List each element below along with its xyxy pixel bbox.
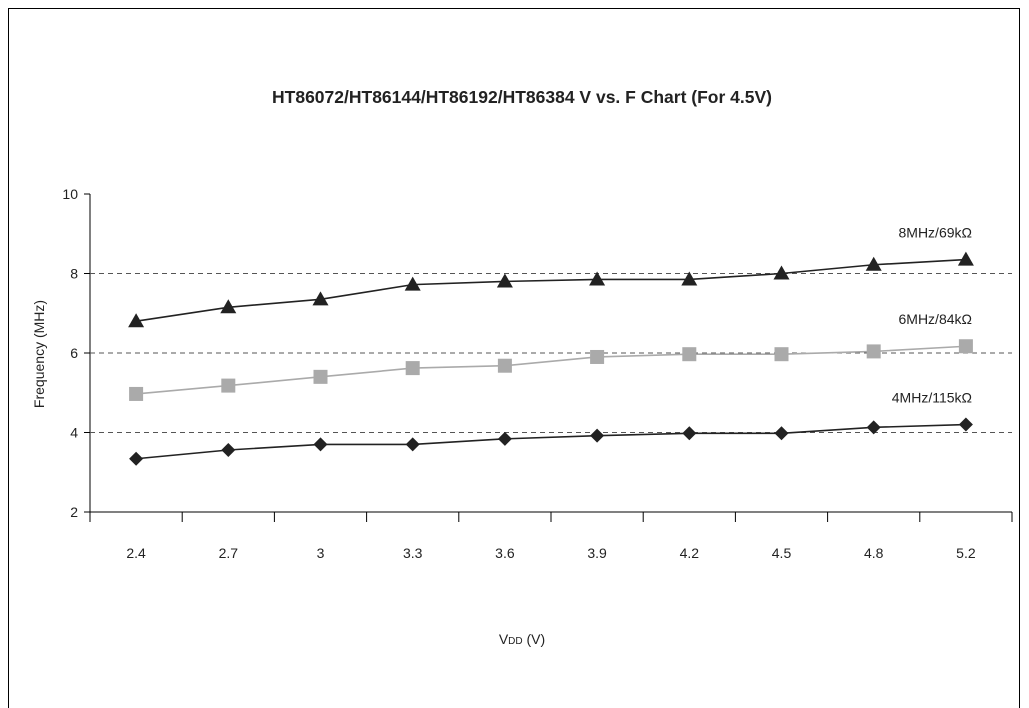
data-point <box>221 442 236 457</box>
data-point <box>681 271 698 286</box>
series-layer: 8MHz/69kΩ 6MHz/84kΩ 4MHz/115kΩ <box>128 225 974 466</box>
data-point <box>405 361 420 376</box>
x-tick-label: 4.5 <box>772 545 792 561</box>
data-point <box>221 378 236 393</box>
data-point <box>866 344 881 359</box>
data-point <box>313 437 328 452</box>
series-label: 6MHz/84kΩ <box>899 311 973 327</box>
plot-area: 2 4 6 8 10 2.4 2.7 3 3.3 3.6 3.9 4.2 4.5 4.8 5.2 8MHz… <box>62 186 1013 561</box>
y-tick-label: 10 <box>62 186 78 202</box>
data-point <box>958 339 973 354</box>
data-point <box>404 276 421 291</box>
data-point <box>312 291 329 306</box>
y-tick-label: 2 <box>70 504 78 520</box>
series-3: 4MHz/115kΩ <box>129 390 973 466</box>
data-point <box>866 420 881 435</box>
y-tick-label: 4 <box>70 425 78 441</box>
data-point <box>773 265 790 280</box>
y-axis-title: Frequency (MHz) <box>31 300 47 408</box>
x-tick-label: 2.4 <box>126 545 146 561</box>
data-point <box>220 299 237 314</box>
chart-title: HT86072/HT86144/HT86192/HT86384 V vs. F … <box>272 87 772 107</box>
series-label: 4MHz/115kΩ <box>892 390 972 406</box>
y-tick-label: 8 <box>70 266 78 282</box>
x-tick-label: 3.9 <box>587 545 607 561</box>
x-axis-title-main: V <box>499 631 509 647</box>
x-tick-label: 2.7 <box>219 545 239 561</box>
data-point <box>129 451 144 466</box>
series-line <box>136 345 966 395</box>
series-2: 6MHz/84kΩ <box>129 311 973 401</box>
x-tick-label: 4.8 <box>864 545 884 561</box>
data-point <box>128 313 145 328</box>
data-point <box>865 256 882 271</box>
series-label: 8MHz/69kΩ <box>899 225 973 241</box>
x-axis-title-sub: DD <box>508 636 522 647</box>
x-axis-title-unit: (V) <box>523 631 546 647</box>
data-point <box>497 431 512 446</box>
data-point <box>957 251 974 266</box>
data-point <box>129 386 144 401</box>
data-point <box>774 426 789 441</box>
x-axis-title: VDD (V) <box>499 631 545 647</box>
data-point <box>589 271 606 286</box>
x-tick-label: 3.3 <box>403 545 423 561</box>
data-point <box>774 347 789 362</box>
data-point <box>590 428 605 443</box>
data-point <box>682 347 697 362</box>
chart-frame <box>8 8 1020 708</box>
x-tick-label: 3.6 <box>495 545 515 561</box>
data-point <box>496 273 513 288</box>
data-point <box>405 437 420 452</box>
data-point <box>958 417 973 432</box>
data-point <box>497 358 512 373</box>
x-tick-label: 3 <box>317 545 325 561</box>
y-tick-label: 6 <box>70 345 78 361</box>
x-tick-label: 5.2 <box>956 545 976 561</box>
data-point <box>313 369 328 384</box>
gridlines <box>90 273 1012 433</box>
data-point <box>590 349 605 364</box>
y-ticks: 2 4 6 8 10 <box>62 186 90 520</box>
x-ticks: 2.4 2.7 3 3.3 3.6 3.9 4.2 4.5 4.8 5.2 <box>89 512 1013 561</box>
data-point <box>682 426 697 441</box>
series-line <box>135 258 966 322</box>
series-line <box>136 423 966 460</box>
x-tick-label: 4.2 <box>680 545 700 561</box>
series-1: 8MHz/69kΩ <box>128 225 974 328</box>
